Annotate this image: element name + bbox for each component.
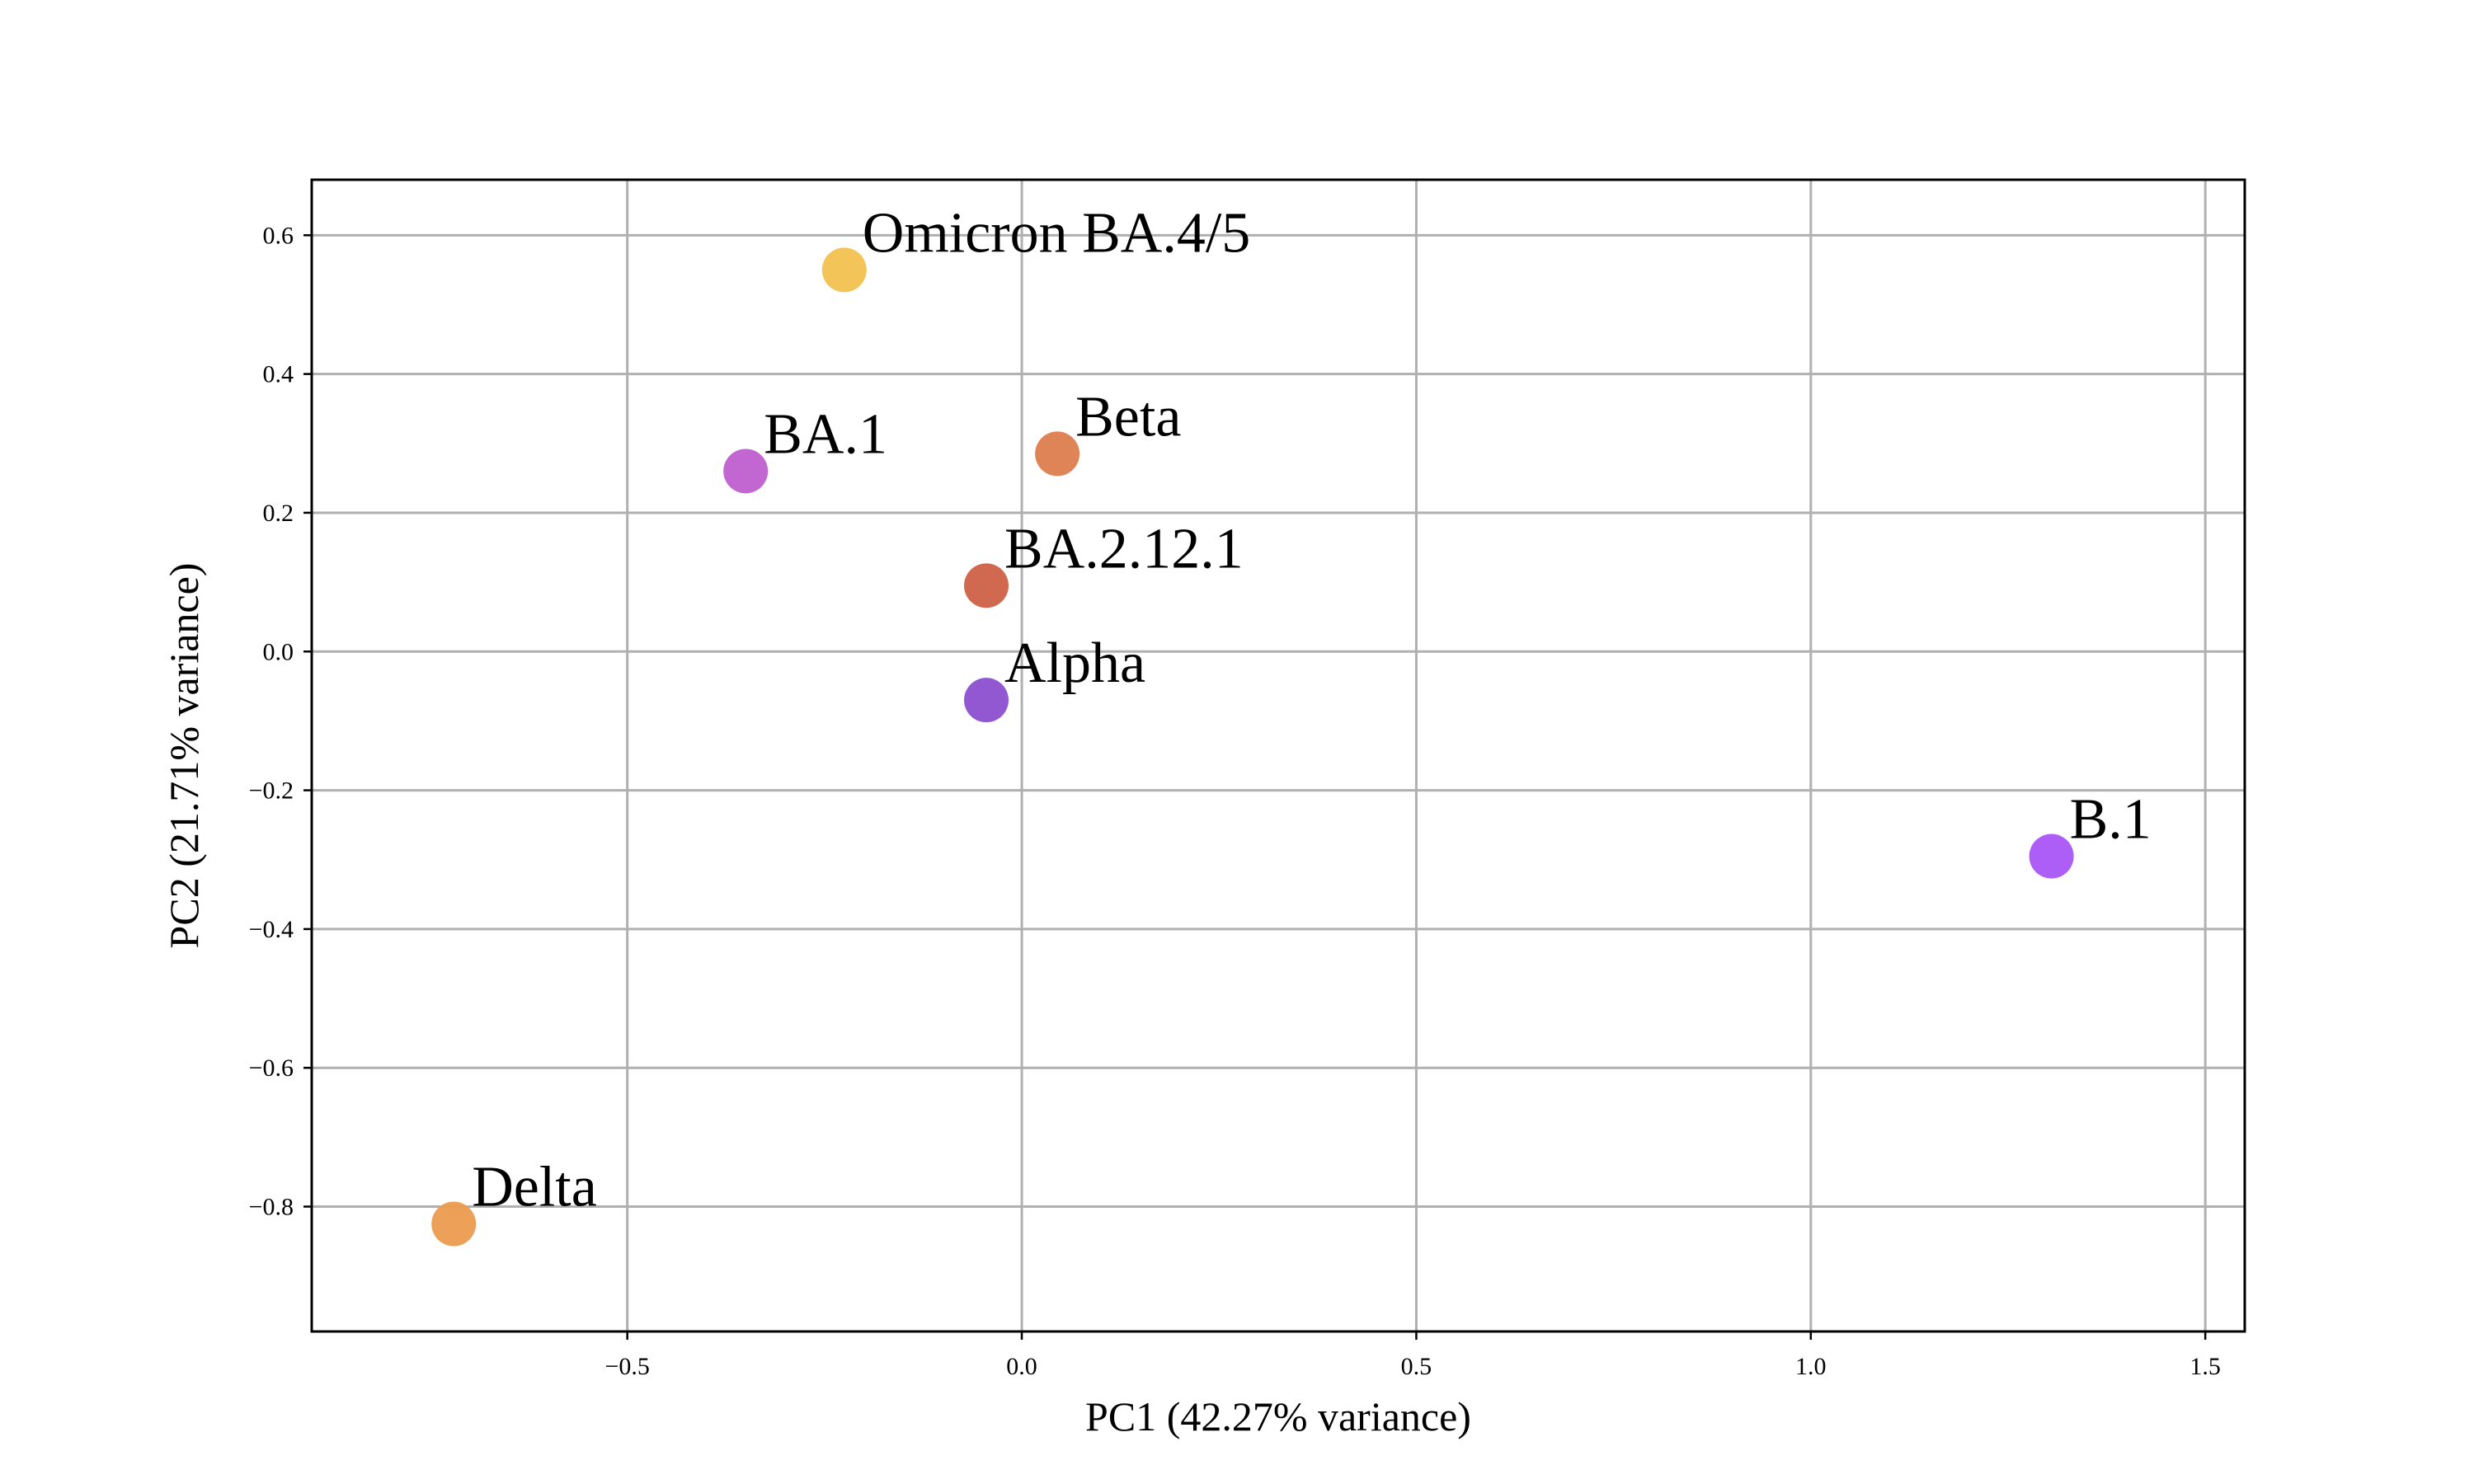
y-tick-label: 0.6 (263, 222, 294, 249)
y-tick-label: 0.2 (263, 500, 294, 527)
plot-frame (310, 178, 2246, 1333)
x-tick-label: 0.0 (1006, 1353, 1037, 1380)
ticks: −0.5 0.0 0.5 1.0 1.5 −0.8 −0.6 −0.4 −0.2 0.0 0.2 0.… (249, 222, 2221, 1380)
data-point (723, 448, 769, 494)
x-tick-label: 0.5 (1401, 1353, 1432, 1380)
x-tick-label: −0.5 (604, 1353, 649, 1380)
data-point (431, 1201, 477, 1247)
point-labels: Omicron BA.4/5 BA.1 Beta BA.2.12.1 Alpha B.1 D… (472, 201, 2152, 1219)
y-tick-label: −0.4 (249, 916, 294, 943)
x-tick-label: 1.5 (2189, 1353, 2221, 1380)
y-tick-label: 0.0 (263, 638, 294, 665)
data-point (821, 247, 867, 293)
point-label: B.1 (2070, 788, 2152, 852)
grid (312, 180, 2245, 1331)
y-tick-label: 0.4 (263, 361, 294, 388)
data-points (431, 247, 2074, 1247)
data-point (964, 678, 1009, 723)
y-tick-label: −0.6 (249, 1054, 294, 1082)
point-label: Beta (1075, 385, 1181, 448)
data-point (964, 563, 1009, 608)
x-tick-label: 1.0 (1795, 1353, 1827, 1380)
data-point (2029, 834, 2074, 879)
data-point (1035, 431, 1080, 477)
point-label: Delta (472, 1156, 597, 1219)
point-label: BA.1 (764, 402, 887, 466)
y-tick-label: −0.8 (249, 1194, 294, 1221)
point-label: BA.2.12.1 (1004, 517, 1244, 580)
point-label: Omicron BA.4/5 (863, 201, 1251, 265)
x-axis-label: PC1 (42.27% variance) (1085, 1393, 1471, 1439)
y-tick-label: −0.2 (249, 777, 294, 805)
point-label: Alpha (1004, 632, 1145, 695)
y-axis-label: PC2 (21.71% variance) (161, 563, 207, 949)
